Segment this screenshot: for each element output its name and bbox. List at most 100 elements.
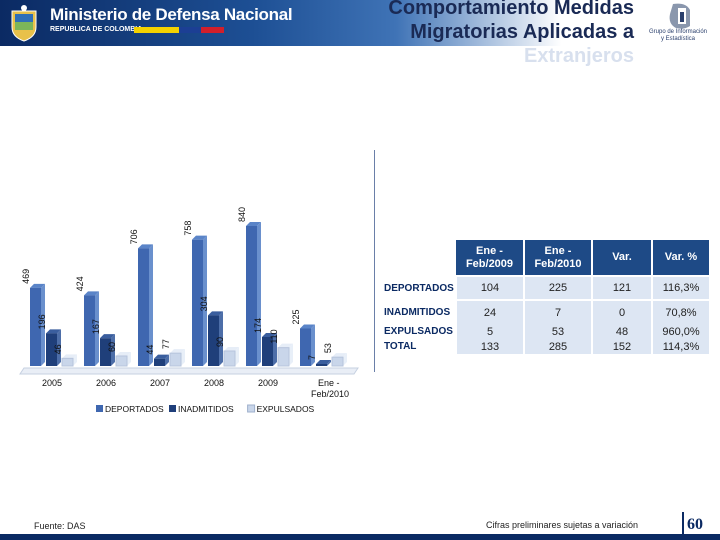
- bar-top: [278, 343, 293, 348]
- category-label: 2005: [42, 378, 62, 388]
- data-label: 7: [307, 355, 317, 360]
- table-row: DEPORTADOS 104 225 121 116,3%: [380, 275, 711, 300]
- page-number-divider: [682, 512, 684, 536]
- data-label: 196: [37, 314, 47, 329]
- bar-top: [116, 352, 131, 356]
- data-label: 174: [253, 318, 263, 333]
- table-header-var: Var.: [592, 240, 653, 276]
- data-label: 77: [161, 339, 171, 349]
- bar-side: [41, 283, 45, 366]
- data-label: 304: [199, 296, 209, 311]
- bar-side: [149, 244, 153, 366]
- table-cell: 48: [592, 324, 653, 339]
- bar-top: [84, 291, 99, 296]
- category-label: 2006: [96, 378, 116, 388]
- coat-of-arms-icon: [11, 5, 37, 42]
- bar-inadmitidos: [100, 338, 111, 366]
- table-row: INADMITIDOS 24 7 0 70,8%: [380, 299, 711, 324]
- bar-deportados: [138, 248, 149, 366]
- category-label: 2009: [258, 378, 278, 388]
- bar-side: [235, 347, 239, 366]
- data-label: 424: [75, 276, 85, 291]
- table-cell: 133: [456, 339, 525, 354]
- row-label-deportados: DEPORTADOS: [380, 275, 457, 300]
- bar-expulsados: [115, 355, 128, 367]
- table-cell: 0: [592, 299, 653, 324]
- bar-side: [203, 235, 207, 366]
- table-header-blank: [380, 240, 456, 276]
- bar-top: [262, 333, 277, 337]
- row-label-inadmitidos: INADMITIDOS: [380, 299, 457, 324]
- bar-expulsados: [331, 356, 344, 367]
- page-title: Comportamiento Medidas Migratorias Aplic…: [304, 0, 634, 68]
- bar-expulsados: [61, 357, 74, 367]
- bar-deportados: [246, 226, 257, 366]
- table-cell: 285: [524, 339, 593, 354]
- data-label: 840: [237, 207, 247, 222]
- comparison-table: Ene - Feb/2009 Ene - Feb/2010 Var. Var. …: [380, 240, 711, 354]
- data-label: 90: [215, 337, 225, 347]
- data-label: 225: [291, 309, 301, 324]
- bar-top: [46, 329, 61, 334]
- chart-floor: [19, 367, 359, 375]
- bar-side: [165, 354, 169, 366]
- bar-top: [30, 283, 45, 288]
- data-label: 706: [129, 229, 139, 244]
- bar-deportados: [84, 295, 95, 366]
- table-cell: 104: [456, 275, 525, 300]
- bar-inadmitidos: [208, 315, 219, 366]
- legend-swatch: [169, 405, 176, 412]
- bar-top: [316, 360, 331, 364]
- title-line-3: Extranjeros: [523, 45, 634, 67]
- bar-side: [327, 360, 331, 366]
- table-cell: 7: [524, 299, 593, 324]
- bar-expulsados: [223, 350, 236, 367]
- table-header-var-pct: Var. %: [652, 240, 711, 276]
- category-label: 2008: [204, 378, 224, 388]
- bar-top: [332, 353, 347, 358]
- colombia-flag-stripe: [134, 27, 224, 33]
- legend-swatch: [96, 405, 103, 412]
- data-label: 167: [91, 319, 101, 334]
- legend-label: EXPULSADOS: [257, 404, 315, 414]
- bar-top: [246, 222, 261, 226]
- source-note: Fuente: DAS: [34, 521, 86, 531]
- legend-label: DEPORTADOS: [105, 404, 164, 414]
- category-label: 2007: [150, 378, 170, 388]
- bar-side: [95, 291, 99, 366]
- table-header-2010: Ene - Feb/2010: [524, 240, 593, 276]
- section-divider: [374, 150, 375, 372]
- table-cell: 225: [524, 275, 593, 300]
- row-label-total: TOTAL: [380, 339, 457, 354]
- bar-side: [289, 343, 293, 366]
- table-header-row: Ene - Feb/2009 Ene - Feb/2010 Var. Var. …: [380, 240, 711, 276]
- bar-top: [208, 311, 223, 316]
- data-label: 110: [269, 329, 279, 343]
- data-label: 469: [21, 269, 31, 284]
- table-cell: 960,0%: [652, 324, 711, 339]
- bar-expulsados: [169, 352, 182, 367]
- table-cell: 53: [524, 324, 593, 339]
- category-label: Ene - Feb/2010: [311, 378, 349, 399]
- bar-side: [73, 354, 77, 366]
- bar-side: [257, 222, 261, 366]
- data-label: 758: [183, 221, 193, 236]
- bar-top: [224, 347, 239, 351]
- table-cell: 70,8%: [652, 299, 711, 324]
- bar-side: [273, 333, 277, 366]
- title-line-2: Migratorias Aplicadas a: [410, 21, 634, 43]
- bar-side: [343, 353, 347, 366]
- table-cell: 121: [592, 275, 653, 300]
- page-number: 60: [687, 516, 703, 533]
- legend-swatch: [247, 404, 256, 413]
- bar-deportados: [30, 287, 41, 366]
- bar-top: [154, 354, 169, 359]
- bar-top: [138, 244, 153, 249]
- bar-inadmitidos: [316, 364, 327, 366]
- table-header-2009: Ene - Feb/2009: [456, 240, 525, 276]
- ministry-subtitle: REPUBLICA DE COLOMBIA: [50, 26, 143, 33]
- bar-inadmitidos: [154, 358, 165, 366]
- bar-inadmitidos: [46, 333, 57, 366]
- bar-side: [57, 329, 61, 366]
- bar-deportados: [192, 239, 203, 366]
